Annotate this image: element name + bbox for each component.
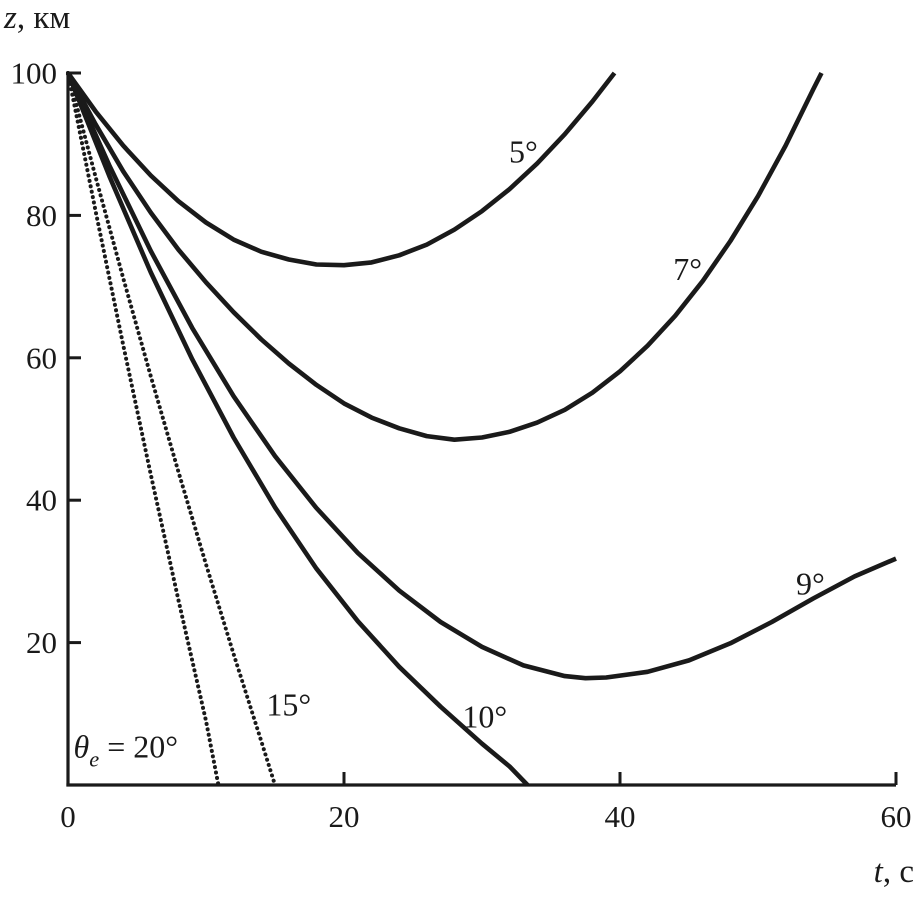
y-tick-label: 100 [11,56,58,91]
x-tick-label: 40 [605,799,636,834]
x-axis-variable: t [874,854,884,890]
y-axis-title: z, км [3,0,70,36]
axes [66,71,896,787]
curve-label: θe = 20° [74,729,179,772]
y-tick-label: 80 [26,198,57,233]
trajectory-curve-9deg [65,72,897,681]
trajectory-curve-15deg [66,71,277,787]
y-tick-label: 60 [26,340,57,375]
x-tick-label: 20 [329,799,360,834]
trajectory-curve-20deg [66,71,221,787]
curve-label: 10° [462,699,507,735]
y-axis-variable: z [3,0,17,36]
trajectory-curve-5deg [66,71,617,268]
curve-labels: 5° 7° 9° 10° 15° θe = 20° [74,133,825,771]
x-ticks: 0 20 40 60 [60,772,912,834]
trajectory-curve-10deg [65,72,530,787]
y-ticks: 20 40 60 80 100 [11,56,81,660]
x-axis-title: t, с [874,854,914,890]
y-axis-unit: , км [17,0,71,36]
curve-label: 5° [509,133,538,169]
y-tick-label: 40 [26,483,57,518]
x-tick-label: 60 [881,799,912,834]
curve-label: 15° [266,687,311,723]
curve-label: 9° [796,566,825,602]
curve-label: 7° [673,251,702,287]
x-axis-unit: , с [883,854,914,890]
x-tick-label: 0 [60,799,76,834]
trajectory-curve-7deg [65,71,824,442]
y-tick-label: 20 [26,625,57,660]
plot-series [65,71,897,787]
